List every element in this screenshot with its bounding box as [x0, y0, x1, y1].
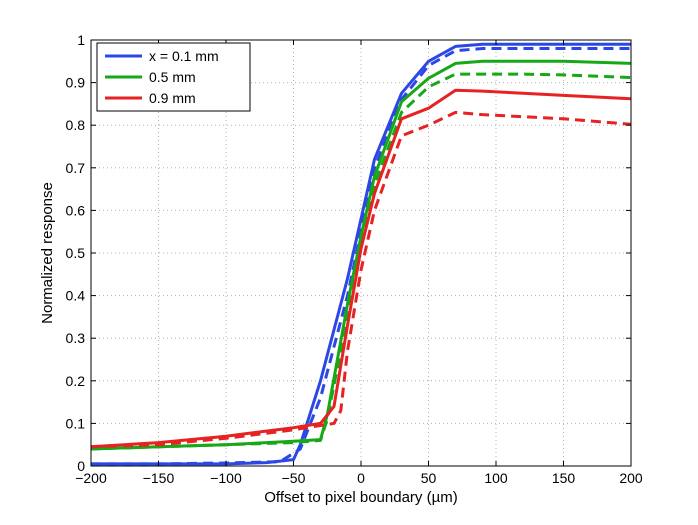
ticks: −200 −150 −100 −50 0 50 100 150 200 0 0.1 0.2 0.3 0.4… — [66, 32, 643, 486]
x-tick-label: 100 — [484, 470, 508, 486]
y-tick-label: 0.2 — [66, 373, 86, 389]
x-tick-label: 0 — [357, 470, 365, 486]
y-tick-label: 1 — [77, 32, 85, 48]
legend-entry-label: 0.9 mm — [149, 90, 196, 106]
y-tick-label: 0.7 — [66, 160, 86, 176]
y-tick-label: 0.3 — [66, 330, 86, 346]
series-line-5-solid — [90, 88, 632, 449]
y-tick-label: 0.6 — [66, 202, 86, 218]
legend: x = 0.1 mm 0.5 mm 0.9 mm — [96, 42, 251, 112]
y-tick-label: 0.1 — [66, 415, 86, 431]
y-tick-label: 0.5 — [66, 245, 86, 261]
x-tick-label: −100 — [210, 470, 242, 486]
x-tick-label: −150 — [143, 470, 175, 486]
x-tick-label: −200 — [75, 470, 107, 486]
x-tick-label: −50 — [282, 470, 306, 486]
x-tick-label: 200 — [619, 470, 643, 486]
legend-entry-label: 0.5 mm — [149, 69, 196, 85]
y-tick-label: 0.9 — [66, 75, 86, 91]
y-axis-label: Normalized response — [39, 182, 56, 324]
y-tick-label: 0.8 — [66, 117, 86, 133]
series-line-6-dashed — [90, 110, 632, 449]
legend-entry-label: x = 0.1 mm — [149, 48, 219, 64]
y-tick-label: 0.4 — [66, 288, 86, 304]
y-tick-label: 0 — [77, 458, 85, 474]
x-tick-label: 50 — [421, 470, 437, 486]
x-tick-label: 150 — [552, 470, 576, 486]
x-axis-label: Offset to pixel boundary (µm) — [264, 489, 457, 506]
series-line-4-dashed — [90, 72, 632, 451]
